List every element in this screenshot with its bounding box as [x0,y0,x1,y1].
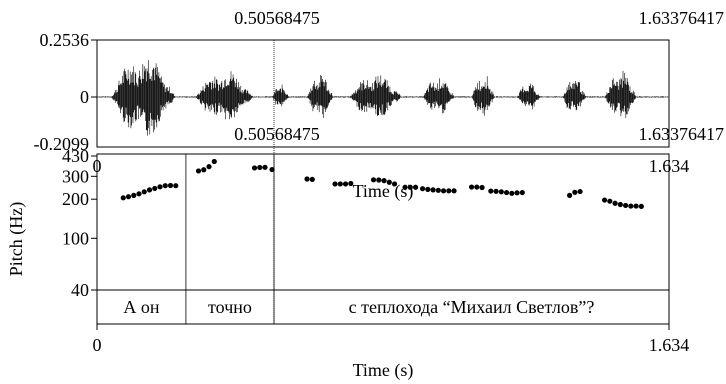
pitch-points [120,158,644,210]
pitch-point [514,190,520,196]
waveform-ymax-label: 0.2536 [40,30,90,50]
pitch-point [162,183,168,189]
pitch-point [446,188,452,194]
waveform-signal [97,60,669,136]
pitch-point [152,185,158,192]
pitch-point [435,187,441,193]
pitch-y-axis-title: Pitch (Hz) [6,202,27,276]
cursor-time-label-mid: 0.50568475 [234,124,320,144]
pitch-point [628,203,634,209]
pitch-point [577,188,583,195]
textgrid-labels: А он точно с теплохода “Михаил Светлов”? [123,297,594,317]
pitch-point [407,184,413,190]
bottom-xmin-label: 0 [93,335,102,355]
pitch-point [136,191,142,197]
pitch-point [195,168,202,174]
pitch-point [332,181,338,187]
waveform-panel: 0.2536 0 -0.2099 [34,30,670,154]
pitch-point [519,189,525,196]
pitch-point [566,192,573,198]
pitch-point [376,177,382,183]
pitch-point [251,165,258,171]
pitch-point [391,181,398,187]
pitch-point [451,188,457,194]
pitch-point [211,158,217,165]
waveform-trace [97,60,669,136]
pitch-x-max-label: 1.634 [649,156,690,176]
textgrid-interval-label: с теплохода “Михаил Светлов”? [349,297,595,317]
pitch-point [201,167,207,173]
pitch-point [419,186,426,192]
pitch-point [601,197,608,203]
pitch-point [498,189,504,195]
pitch-point [386,179,392,185]
pitch-point [622,202,629,209]
pitch-point [206,164,212,170]
pitch-y-tick-label: 100 [62,228,89,248]
pitch-point [479,184,485,191]
pitch-y-tick-label: 300 [62,166,89,186]
pitch-x-min-label: 0 [93,156,102,176]
pitch-point [425,186,431,192]
pitch-point [402,184,408,190]
pitch-point [309,176,315,183]
pitch-point [141,189,147,195]
pitch-point [607,198,613,204]
pitch-point [304,176,310,182]
textgrid-interval-label: точно [208,297,252,317]
pitch-point [572,189,578,195]
pitch-point [488,188,494,194]
pitch-point [468,184,475,190]
pitch-point [509,190,515,196]
waveform-zero-label: 0 [80,87,89,107]
pitch-point [257,164,263,171]
pitch-x-axis-title: Time (s) [353,181,414,202]
pitch-point [146,187,153,193]
waveform-frame [96,39,670,148]
pitch-point [157,184,163,190]
pitch-point [125,194,132,200]
pitch-point [131,192,137,198]
pitch-point [342,181,349,187]
bottom-time-axis: 0 1.634 Time (s) [93,324,690,381]
pitch-point [493,188,499,194]
pitch-point [370,177,377,183]
bottom-x-axis-title: Time (s) [353,360,414,381]
pitch-point [412,184,419,190]
waveform-ymin-label: -0.2099 [34,134,90,154]
pitch-point [167,182,174,189]
pitch-point [120,195,126,201]
pitch-point [503,189,510,196]
cursor-time-label-top: 0.50568475 [234,8,320,28]
pitch-point [474,184,480,190]
window-end-label-mid: 1.63376417 [639,124,725,144]
pitch-point [633,203,639,209]
pitch-point [381,178,387,184]
pitch-y-tick-label: 430 [62,146,89,166]
pitch-point [173,183,179,189]
pitch-y-tick-label: 40 [71,280,89,300]
textgrid-interval-label: А он [123,297,159,317]
window-end-label-top: 1.63376417 [639,8,725,28]
pitch-point [337,181,343,187]
pitch-y-tick-label: 200 [62,189,89,209]
bottom-xmax-label: 1.634 [649,335,690,355]
pitch-point [617,201,623,208]
pitch-point [262,164,268,170]
pitch-point [612,200,618,206]
pitch-point [348,180,354,187]
pitch-point [638,203,644,210]
pitch-point [440,188,447,194]
pitch-point [269,166,275,173]
pitch-frame [96,153,670,325]
pitch-point [430,187,436,193]
